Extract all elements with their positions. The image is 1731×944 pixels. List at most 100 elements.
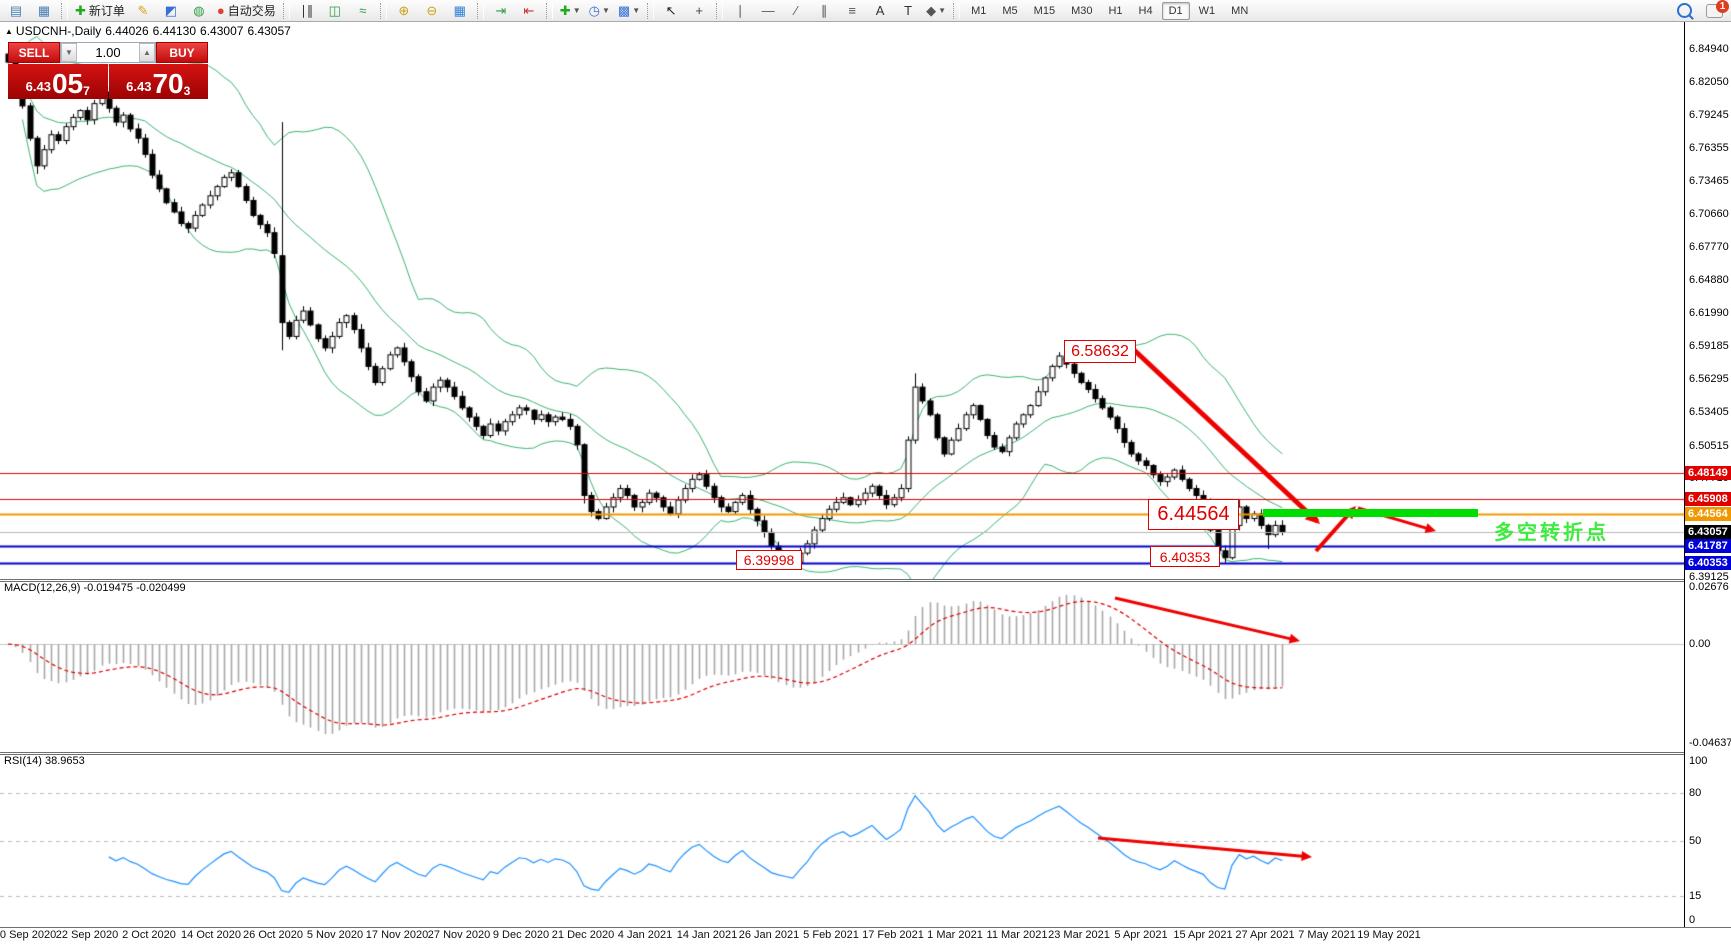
price-annotation-6-58632[interactable]: 6.58632	[1064, 340, 1136, 363]
timeframe-mn[interactable]: MN	[1231, 4, 1249, 17]
text-icon[interactable]: A	[867, 2, 893, 20]
ohlc-close: 6.43057	[247, 24, 291, 38]
volume-up-button[interactable]: ▲	[139, 43, 155, 62]
volume-down-button[interactable]: ▼	[61, 43, 77, 62]
price-tick: 6.76355	[1689, 141, 1729, 154]
metaeditor-icon: ✎	[137, 2, 149, 18]
timeframe-d1[interactable]: D1	[1161, 1, 1190, 20]
zoom-in-icon[interactable]: ⊕	[391, 2, 417, 20]
one-click-trading-panel: SELL ▼ 1.00 ▲ BUY 6.43 05 7 6.43 70 3	[8, 42, 208, 99]
collapse-marker-icon[interactable]: ▲	[5, 27, 13, 36]
label-icon: T	[904, 2, 913, 18]
indicators-button[interactable]: ✚ ▼	[557, 2, 584, 20]
price-tick: 6.53405	[1689, 406, 1729, 419]
volume-input[interactable]: 1.00	[95, 45, 121, 60]
profiles-icon[interactable]: ▦	[31, 2, 57, 20]
timeframe-h1[interactable]: H1	[1108, 4, 1123, 17]
sell-button[interactable]: SELL	[8, 42, 60, 63]
signals-icon[interactable]: ◍	[186, 2, 212, 20]
templates-button[interactable]: ▩ ▼	[615, 2, 643, 20]
date-label: 27 Nov 2020	[427, 929, 491, 941]
price-annotation-6-40353[interactable]: 6.40353	[1150, 546, 1220, 567]
rsi-tick: 50	[1689, 834, 1702, 847]
macd-canvas[interactable]	[0, 581, 1684, 752]
rsi-tick: 100	[1689, 755, 1708, 767]
chart-shift-icon: ⇤	[523, 2, 535, 18]
bar-chart-icon[interactable]: ∣∥	[294, 2, 320, 20]
timeframe-h4[interactable]: H4	[1138, 4, 1153, 17]
periods-button[interactable]: ◷ ▼	[586, 2, 613, 20]
fibonacci-icon[interactable]: ≡	[839, 2, 865, 20]
timeframe-m1[interactable]: M1	[971, 4, 987, 17]
chevron-down-icon: ▼	[601, 6, 610, 15]
cursor-icon[interactable]: ↖	[658, 2, 684, 20]
price-tag-6.44564: 6.44564	[1685, 507, 1731, 522]
buy-price[interactable]: 6.43 70 3	[108, 64, 208, 99]
timeframe-m30[interactable]: M30	[1071, 4, 1093, 17]
timeframe-w1[interactable]: W1	[1198, 4, 1216, 17]
arrows-button: ◆	[926, 2, 937, 18]
price-tick: 6.79245	[1689, 108, 1729, 121]
timeframe-m5[interactable]: M5	[1002, 4, 1018, 17]
zoom-out-icon[interactable]: ⊖	[419, 2, 445, 20]
price-axis[interactable]: 6.84940 6.82050 6.79245 6.76355 6.73465 6.706…	[1684, 22, 1731, 927]
horizontal-line-icon[interactable]: —	[755, 2, 781, 20]
panel-separator	[0, 754, 1731, 755]
chart-area[interactable]: ▲ USDCNH-,Daily 6.44026 6.44130 6.43007 6.430…	[0, 22, 1731, 944]
date-label: 10 Sep 2020	[0, 929, 57, 941]
crosshair-icon[interactable]: +	[686, 2, 712, 20]
new-order-button[interactable]: ✚ 新订单	[72, 2, 128, 20]
trendline-icon: ∕	[795, 2, 798, 18]
date-axis[interactable]: 10 Sep 2020 22 Sep 2020 2 Oct 2020 14 Oct 2…	[0, 928, 1684, 944]
tile-windows-icon[interactable]: ▦	[447, 2, 473, 20]
price-tick: 6.82050	[1689, 76, 1729, 89]
search-icon-handle	[1688, 14, 1694, 20]
experts-icon: ◩	[164, 2, 178, 18]
buy-button[interactable]: BUY	[156, 42, 208, 63]
date-label: 5 Nov 2020	[306, 929, 364, 941]
new-chart-icon[interactable]: ▤	[3, 2, 29, 20]
autotrading-button-label: 自动交易	[227, 4, 276, 18]
panel-separator[interactable]	[0, 579, 1731, 580]
price-annotation-6-44564[interactable]: 6.44564	[1148, 499, 1239, 530]
notifications-icon[interactable]: 1	[1706, 0, 1729, 18]
date-label: 19 May 2021	[1357, 929, 1421, 941]
trendline-icon[interactable]: ∕	[783, 2, 809, 20]
price-tick: 6.84940	[1689, 43, 1729, 55]
rsi-tick: 15	[1689, 890, 1702, 903]
toolbar: ▤ ▦ ✚ 新订单 ✎ ◩ ◍ ● 自动交易 ∣∥ ◫ ≈ ⊕ ⊖ ▦ ⇥ ⇤ ✚ ▼ ◷ ▼ ▩ ▼ ↖ + ∣ — ∕ ∥ ≡ A T ◆ ▼…	[0, 0, 1731, 22]
date-label: 23 Mar 2021	[1048, 929, 1110, 941]
experts-icon[interactable]: ◩	[158, 2, 184, 20]
vertical-line-icon[interactable]: ∣	[727, 2, 753, 20]
label-icon[interactable]: T	[895, 2, 921, 20]
main-chart-canvas[interactable]	[0, 22, 1684, 579]
candlestick-chart-icon[interactable]: ◫	[322, 2, 348, 20]
date-label: 2 Oct 2020	[122, 929, 176, 941]
date-label: 27 Apr 2021	[1235, 929, 1295, 941]
line-chart-icon[interactable]: ≈	[350, 2, 376, 20]
price-tick: 6.56295	[1689, 373, 1729, 386]
price-annotation-6-39998[interactable]: 6.39998	[736, 550, 802, 570]
arrows-button[interactable]: ◆ ▼	[923, 2, 949, 20]
support-zone-bar[interactable]	[1263, 509, 1478, 517]
price-tick: 6.64880	[1689, 274, 1729, 287]
autotrading-button[interactable]: ● 自动交易	[214, 2, 279, 20]
price-tick: 6.70660	[1689, 207, 1729, 220]
auto-scroll-icon[interactable]: ⇥	[488, 2, 514, 20]
turning-point-annotation[interactable]: 多空转折点	[1494, 522, 1609, 544]
date-label: 26 Jan 2021	[738, 929, 800, 941]
sell-price[interactable]: 6.43 05 7	[8, 64, 108, 99]
price-tag-6.48149: 6.48149	[1685, 466, 1731, 480]
search-icon[interactable]	[1677, 3, 1694, 20]
timeframe-m15[interactable]: M15	[1033, 4, 1056, 17]
chart-shift-icon[interactable]: ⇤	[516, 2, 542, 20]
price-tick: 6.59185	[1689, 339, 1729, 352]
price-tick: 6.39125	[1689, 571, 1729, 583]
metaeditor-icon[interactable]: ✎	[130, 2, 156, 20]
channel-icon[interactable]: ∥	[811, 2, 837, 20]
chevron-down-icon: ▼	[572, 6, 581, 15]
new-order-button: ✚	[75, 2, 86, 18]
panel-separator[interactable]	[0, 752, 1731, 753]
rsi-canvas[interactable]	[0, 754, 1684, 927]
